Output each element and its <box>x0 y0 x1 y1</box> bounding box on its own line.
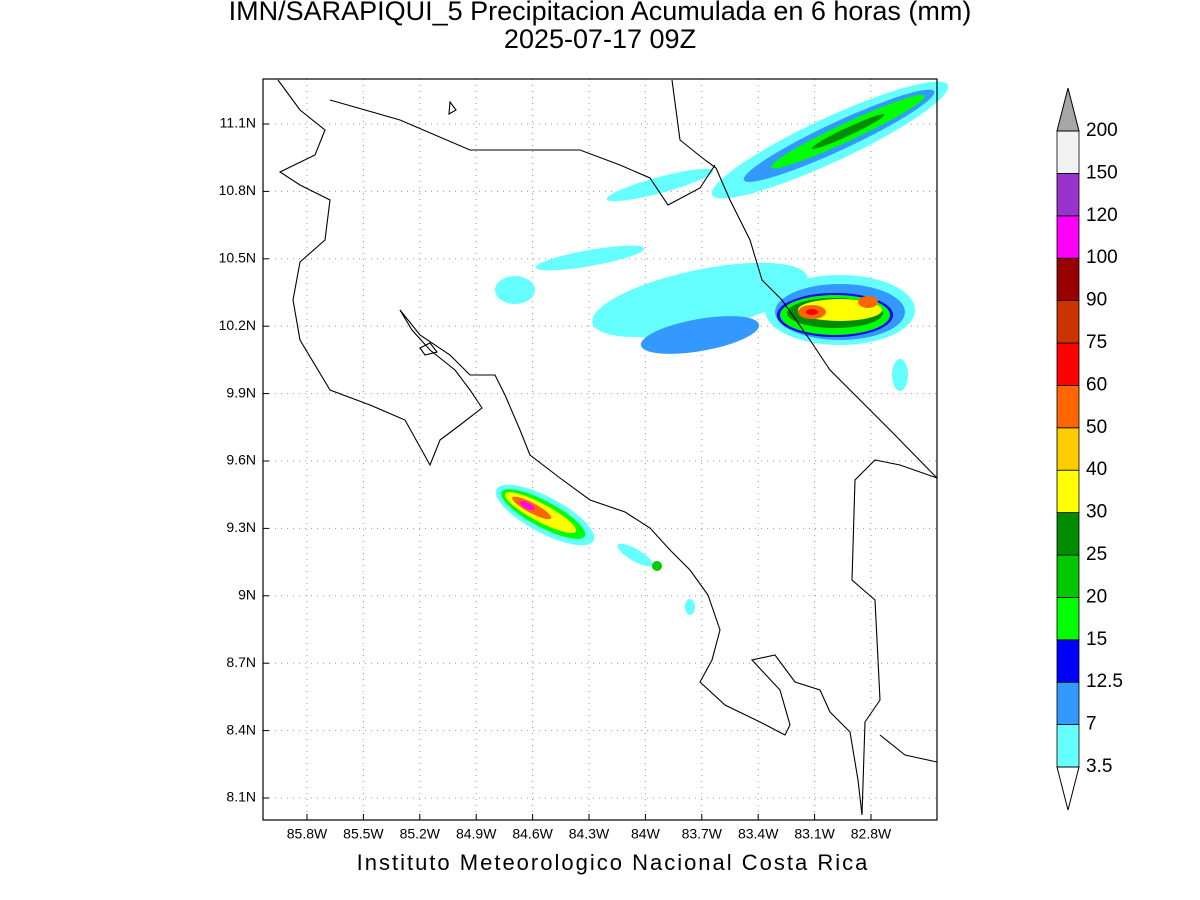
colorbar-box <box>1056 512 1080 556</box>
lon-tick-label: 83.1W <box>794 826 835 842</box>
map-frame <box>262 78 938 821</box>
colorbar-label: 25 <box>1086 544 1107 565</box>
colorbar-label: 15 <box>1086 629 1107 650</box>
colorbar: 3.5 7 12.5 15 20 25 30 40 50 60 75 90 100 120 150 200 <box>1056 87 1123 811</box>
lon-tick-label: 85.5W <box>343 826 384 842</box>
colorbar-box <box>1056 597 1080 641</box>
colorbar-label: 200 <box>1086 120 1118 141</box>
precipitation <box>495 81 949 615</box>
colorbar-label: 40 <box>1086 459 1107 480</box>
lat-tick-label: 9N <box>238 587 256 603</box>
colorbar-label: 7 <box>1086 714 1097 735</box>
lat-tick-label: 8.1N <box>226 789 256 805</box>
lat-tick-label: 8.7N <box>226 654 256 670</box>
lat-tick-label: 10.2N <box>219 317 256 333</box>
colorbar-label: 3.5 <box>1086 756 1112 777</box>
colorbar-label: 75 <box>1086 332 1107 353</box>
colorbar-box <box>1056 300 1080 344</box>
colorbar-box <box>1056 342 1080 386</box>
colorbar-label: 150 <box>1086 162 1118 183</box>
title: IMN/SARAPIQUI_5 Precipitacion Acumulada … <box>229 0 972 26</box>
colorbar-box <box>1056 427 1080 471</box>
colorbar-under <box>1056 766 1080 811</box>
colorbar-box <box>1056 639 1080 683</box>
lon-tick-label: 85.8W <box>287 826 328 842</box>
lon-tick-label: 82.8W <box>851 826 892 842</box>
lon-tick-label: 84.6W <box>512 826 553 842</box>
colorbar-label: 20 <box>1086 586 1107 607</box>
lon-tick-label: 85.2W <box>400 826 441 842</box>
colorbar-box <box>1056 724 1080 768</box>
colorbar-over <box>1056 87 1080 132</box>
colorbar-box <box>1056 215 1080 259</box>
lon-tick-label: 83.7W <box>682 826 723 842</box>
colorbar-box <box>1056 554 1080 598</box>
colorbar-box <box>1056 130 1080 174</box>
lon-tick-label: 84.9W <box>456 826 497 842</box>
coastlines <box>277 79 938 816</box>
lat-tick-label: 8.4N <box>226 721 256 737</box>
colorbar-box <box>1056 384 1080 429</box>
footer: Instituto Meteorologico Nacional Costa R… <box>357 850 870 875</box>
lat-tick-label: 9.3N <box>226 519 256 535</box>
colorbar-label: 90 <box>1086 290 1107 311</box>
colorbar-label: 30 <box>1086 502 1107 523</box>
lat-tick-label: 10.8N <box>219 182 256 198</box>
lat-tick-label: 9.6N <box>226 452 256 468</box>
lon-tick-label: 84W <box>631 826 661 842</box>
colorbar-label: 100 <box>1086 247 1118 268</box>
lat-tick-label: 10.5N <box>219 250 256 266</box>
colorbar-label: 120 <box>1086 205 1118 226</box>
lon-tick-label: 84.3W <box>569 826 610 842</box>
colorbar-label: 60 <box>1086 374 1107 395</box>
colorbar-box <box>1056 469 1080 514</box>
lon-tick-label: 83.4W <box>738 826 779 842</box>
subtitle: 2025-07-17 09Z <box>504 24 696 54</box>
lat-tick-label: 11.1N <box>220 115 256 131</box>
colorbar-box <box>1056 257 1080 302</box>
colorbar-label: 50 <box>1086 417 1107 438</box>
grid <box>263 79 937 820</box>
colorbar-box <box>1056 681 1080 726</box>
lat-tick-label: 9.9N <box>226 384 256 400</box>
colorbar-box <box>1056 172 1080 217</box>
colorbar-label: 12.5 <box>1086 671 1123 692</box>
